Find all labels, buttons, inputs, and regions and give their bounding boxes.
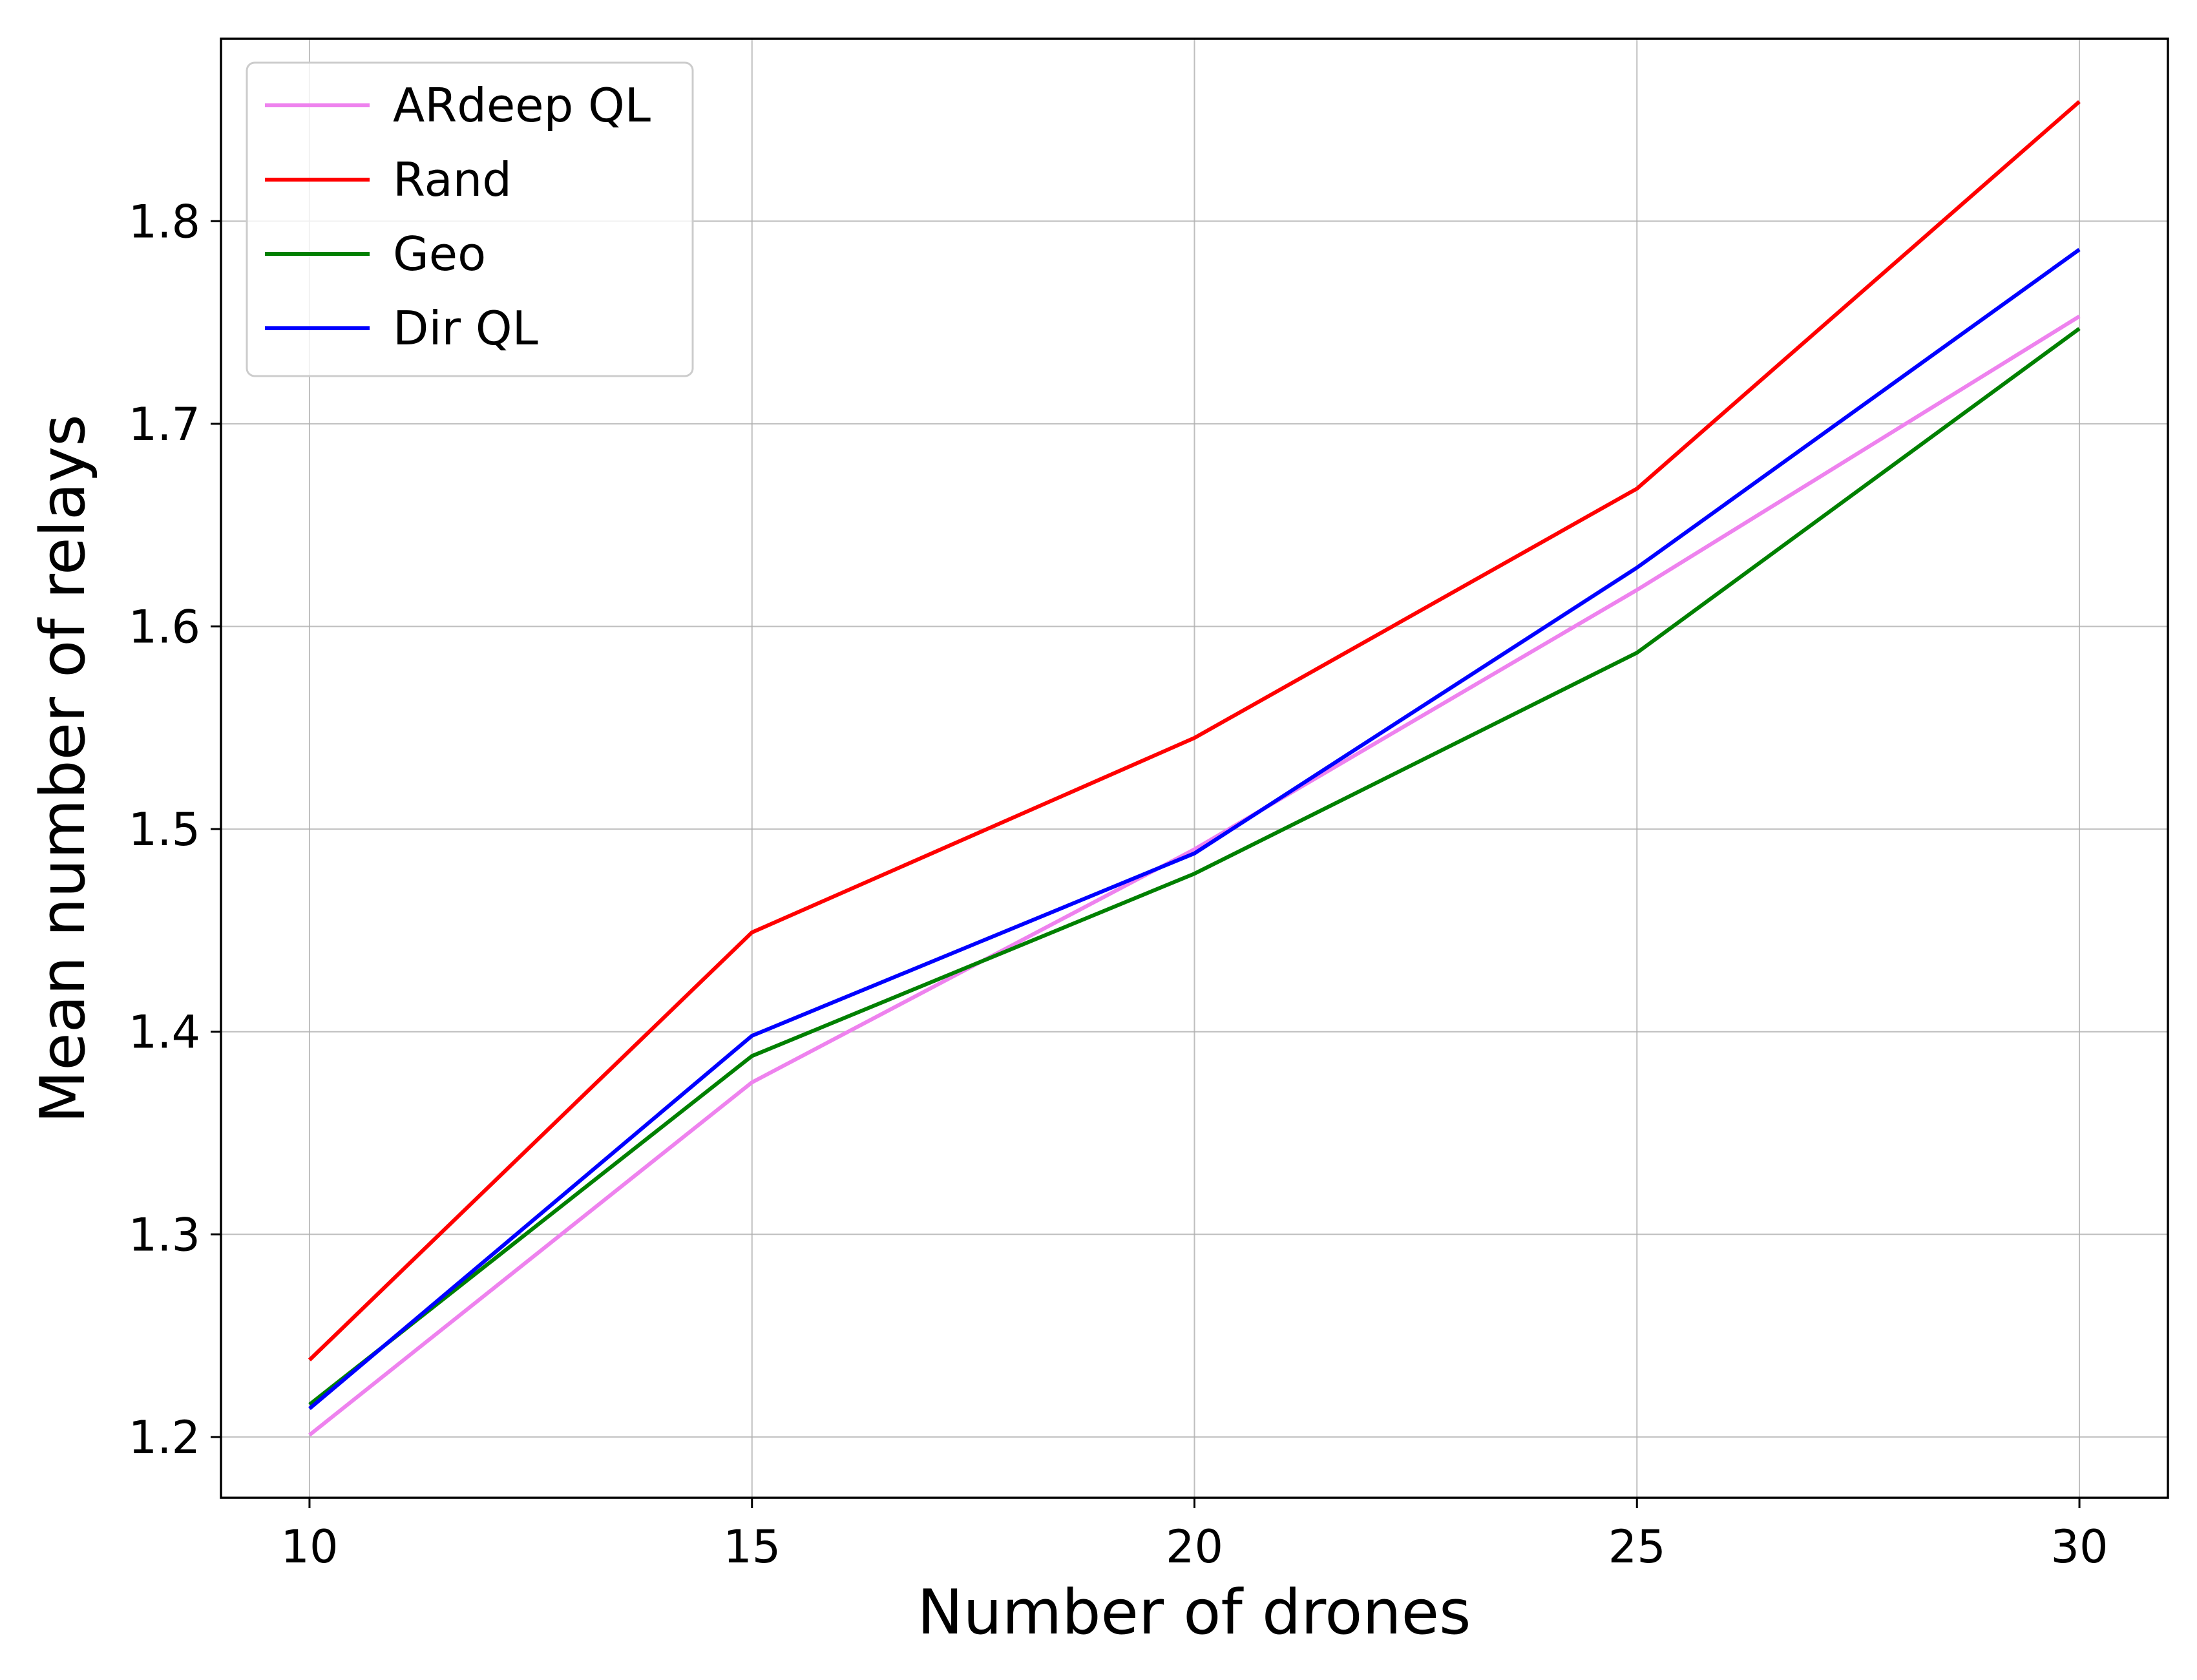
legend-label-rand: Rand — [393, 152, 512, 207]
legend-label-dir-ql: Dir QL — [393, 301, 538, 355]
series-line-rand — [308, 100, 2081, 1361]
series-line-geo — [308, 327, 2081, 1407]
y-tick-label: 1.8 — [129, 195, 200, 248]
y-tick-label: 1.7 — [129, 398, 200, 451]
series-line-dir-ql — [308, 247, 2081, 1411]
y-tick-label: 1.2 — [129, 1411, 200, 1464]
series-lines — [308, 100, 2081, 1437]
legend-box — [246, 61, 694, 377]
legend-label-ardeep-ql: ARdeep QL — [393, 78, 651, 132]
x-tick-label: 10 — [280, 1520, 338, 1573]
x-tick-label: 15 — [723, 1520, 781, 1573]
legend-label-geo: Geo — [393, 227, 486, 281]
legend: ARdeep QL Rand Geo Dir QL — [246, 61, 694, 377]
series-line-ardeep-ql — [308, 315, 2081, 1437]
x-axis-title: Number of drones — [917, 1577, 1471, 1648]
y-tick-label: 1.5 — [129, 803, 200, 856]
y-tick-label: 1.4 — [129, 1006, 200, 1059]
x-tick-label: 20 — [1166, 1520, 1223, 1573]
axis-ticks: 10 15 20 25 30 1.2 1.3 1.4 1.5 1.6 1.7 1.8 — [129, 195, 2108, 1573]
y-tick-label: 1.6 — [129, 600, 200, 653]
y-axis-title: Mean number of relays — [28, 414, 99, 1124]
x-tick-label: 30 — [2051, 1520, 2108, 1573]
y-tick-label: 1.3 — [129, 1208, 200, 1261]
x-tick-label: 25 — [1608, 1520, 1666, 1573]
